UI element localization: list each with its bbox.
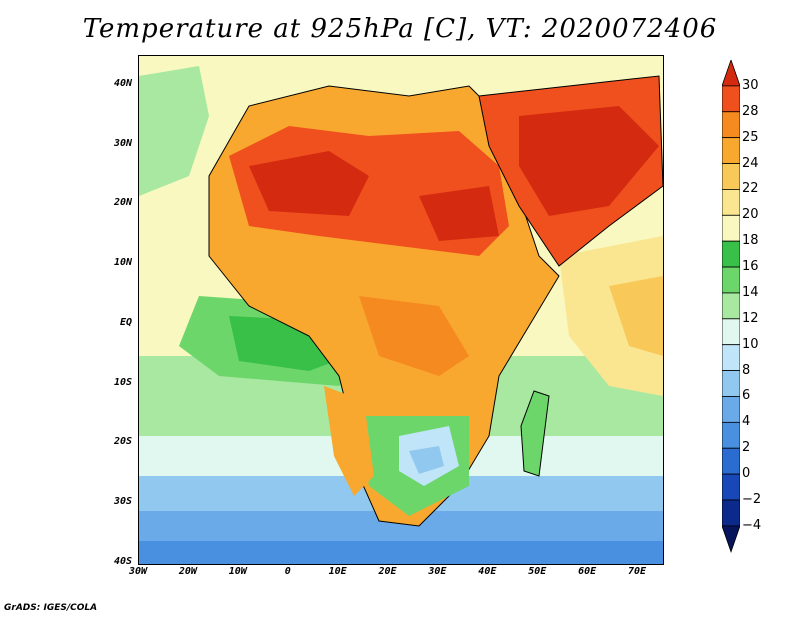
lat-tick-label: 40N	[113, 77, 132, 89]
lon-tick-label: 20E	[378, 566, 397, 577]
colorbar-level-label: 28	[742, 103, 759, 119]
atlantic-cool-patch	[139, 66, 209, 196]
colorbar	[722, 60, 740, 553]
madagascar	[520, 390, 550, 477]
colorbar-segment	[722, 266, 740, 294]
lat-tick-label: EQ	[119, 316, 132, 328]
colorbar-segment	[722, 370, 740, 397]
colorbar-level-label: 18	[742, 233, 759, 249]
arabia-hottest	[519, 106, 659, 216]
lon-tick-label: 60E	[578, 566, 597, 577]
colorbar-level-label: 6	[742, 388, 751, 404]
map-plot	[138, 55, 664, 565]
colorbar-segment	[722, 214, 740, 242]
lat-tick-label: 10S	[113, 376, 132, 388]
page-title: Temperature at 925hPa [C], VT: 202007240…	[82, 14, 718, 44]
lon-tick-label: 50E	[528, 566, 547, 577]
lat-tick-label: 30N	[113, 137, 132, 149]
colorbar-level-label: −4	[742, 517, 762, 533]
colorbar-level-label: 8	[742, 362, 751, 378]
credit-text: GrADS: IGES/COLA	[4, 603, 98, 613]
colorbar-segment	[722, 163, 740, 190]
colorbar-segment	[722, 344, 740, 371]
colorbar-segment	[722, 240, 740, 268]
lon-tick-label: 30E	[428, 566, 447, 577]
colorbar-level-label: 25	[742, 129, 759, 145]
colorbar-segment	[722, 318, 740, 346]
colorbar-segment	[722, 60, 740, 87]
colorbar-segment	[722, 421, 740, 449]
sahara-hottest	[249, 151, 369, 216]
lat-tick-label: 10N	[113, 257, 132, 269]
colorbar-level-label: 12	[742, 310, 759, 326]
colorbar-segment	[722, 396, 740, 423]
lon-tick-label: 30W	[128, 566, 148, 577]
ocean-band-coldest	[139, 541, 663, 564]
colorbar-level-label: 2	[742, 440, 751, 456]
indian-ocean-warm	[559, 236, 663, 396]
colorbar-level-label: 4	[742, 414, 751, 430]
east-sahara-hottest	[419, 186, 499, 241]
lon-tick-label: 10E	[328, 566, 347, 577]
lat-tick-label: 40S	[113, 556, 132, 567]
lon-tick-label: 0	[284, 566, 291, 577]
colorbar-segment	[722, 137, 740, 164]
colorbar-segment	[722, 85, 740, 113]
colorbar-segment	[722, 499, 740, 527]
colorbar-level-label: 30	[742, 77, 759, 93]
colorbar-segment	[722, 292, 740, 320]
colorbar-segment	[722, 111, 740, 139]
colorbar-segment	[722, 473, 740, 501]
indian-ocean-warmer	[609, 276, 663, 356]
colorbar-level-label: 22	[742, 181, 759, 197]
lon-tick-label: 20W	[178, 566, 197, 577]
lon-tick-label: 40E	[478, 566, 497, 577]
colorbar-level-label: 20	[742, 207, 759, 223]
colorbar-level-label: −2	[742, 492, 762, 507]
colorbar-level-label: 0	[742, 466, 751, 482]
lon-tick-label: 70E	[628, 566, 647, 577]
colorbar-segment	[722, 447, 740, 475]
colorbar-level-label: 24	[742, 155, 759, 171]
lat-tick-label: 30S	[113, 496, 132, 508]
colorbar-level-label: 10	[742, 336, 759, 352]
colorbar-segment	[722, 189, 740, 216]
lon-tick-label: 10W	[228, 566, 247, 577]
namibia-coast-warm	[324, 386, 374, 496]
colorbar-level-label: 16	[742, 259, 759, 275]
central-africa-warm	[359, 296, 469, 376]
colorbar-level-label: 14	[742, 284, 759, 300]
colorbar-segment	[722, 525, 740, 553]
kalahari-cooler	[409, 446, 444, 474]
lat-tick-label: 20N	[113, 197, 132, 209]
lat-tick-label: 20S	[113, 436, 132, 448]
temperature-field	[139, 56, 663, 564]
